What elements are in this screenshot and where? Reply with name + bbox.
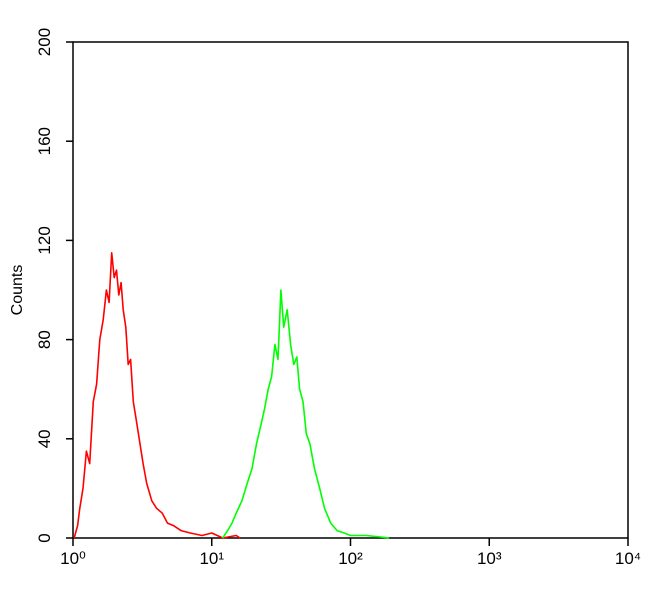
y-tick-label: 160: [35, 127, 54, 155]
y-tick-label: 80: [35, 330, 54, 349]
x-tick-label: 10¹: [199, 549, 224, 568]
y-axis-label: Counts: [9, 265, 26, 316]
x-tick-label: 10²: [338, 549, 363, 568]
histogram-line: [222, 289, 390, 539]
y-tick-label: 120: [35, 226, 54, 254]
x-tick-label: 10³: [477, 549, 502, 568]
plot-frame: [72, 41, 629, 539]
x-tick-label: 10⁴: [615, 549, 641, 568]
y-tick-label: 0: [35, 533, 54, 542]
x-tick-label: 10⁰: [60, 549, 86, 568]
y-tick-label: 40: [35, 429, 54, 448]
y-tick-label: 200: [35, 28, 54, 56]
histogram-line: [73, 252, 241, 539]
